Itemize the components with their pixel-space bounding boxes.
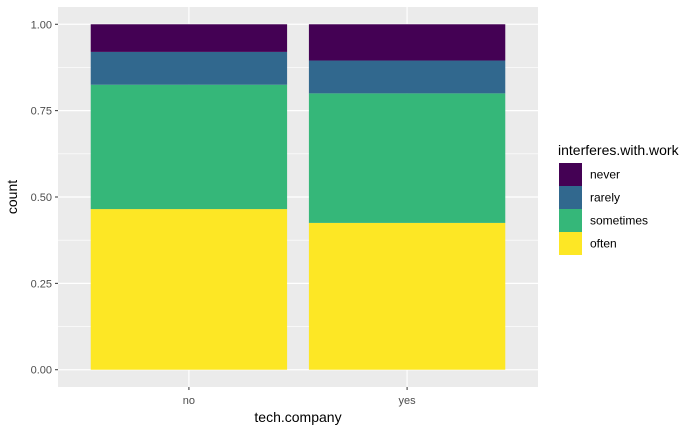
y-tick-label: 0.00 bbox=[31, 365, 52, 377]
legend-title: interferes.with.work bbox=[558, 142, 680, 158]
legend-label: never bbox=[590, 168, 620, 182]
x-tick-label: no bbox=[183, 395, 195, 407]
legend-key-never bbox=[559, 163, 582, 186]
bar-segment-rarely-no bbox=[90, 51, 288, 85]
bar-segment-often-yes bbox=[308, 222, 506, 370]
legend-label: often bbox=[590, 237, 617, 251]
bar-segment-never-yes bbox=[308, 24, 506, 61]
legend-key-sometimes bbox=[559, 209, 582, 232]
legend-key-rarely bbox=[559, 186, 582, 209]
legend-label: rarely bbox=[590, 191, 620, 205]
bar-segment-rarely-yes bbox=[308, 60, 506, 94]
y-tick-label: 0.75 bbox=[31, 106, 52, 118]
bar-segment-often-no bbox=[90, 209, 288, 370]
x-axis-title: tech.company bbox=[254, 409, 341, 425]
y-axis-title: count bbox=[4, 180, 20, 214]
bars bbox=[90, 24, 506, 370]
y-axis: 0.00 0.25 0.50 0.75 1.00 bbox=[31, 19, 58, 377]
x-axis: no yes bbox=[183, 387, 416, 407]
bar-segment-never-no bbox=[90, 24, 288, 52]
legend: interferes.with.work never rarely sometime… bbox=[558, 142, 680, 255]
legend-label: sometimes bbox=[590, 214, 648, 228]
x-tick-label: yes bbox=[399, 395, 417, 407]
y-tick-label: 0.25 bbox=[31, 278, 52, 290]
y-tick-label: 1.00 bbox=[31, 19, 52, 31]
bar-segment-sometimes-no bbox=[90, 84, 288, 210]
y-tick-label: 0.50 bbox=[31, 192, 52, 204]
bar-segment-sometimes-yes bbox=[308, 93, 506, 223]
legend-key-often bbox=[559, 232, 582, 255]
